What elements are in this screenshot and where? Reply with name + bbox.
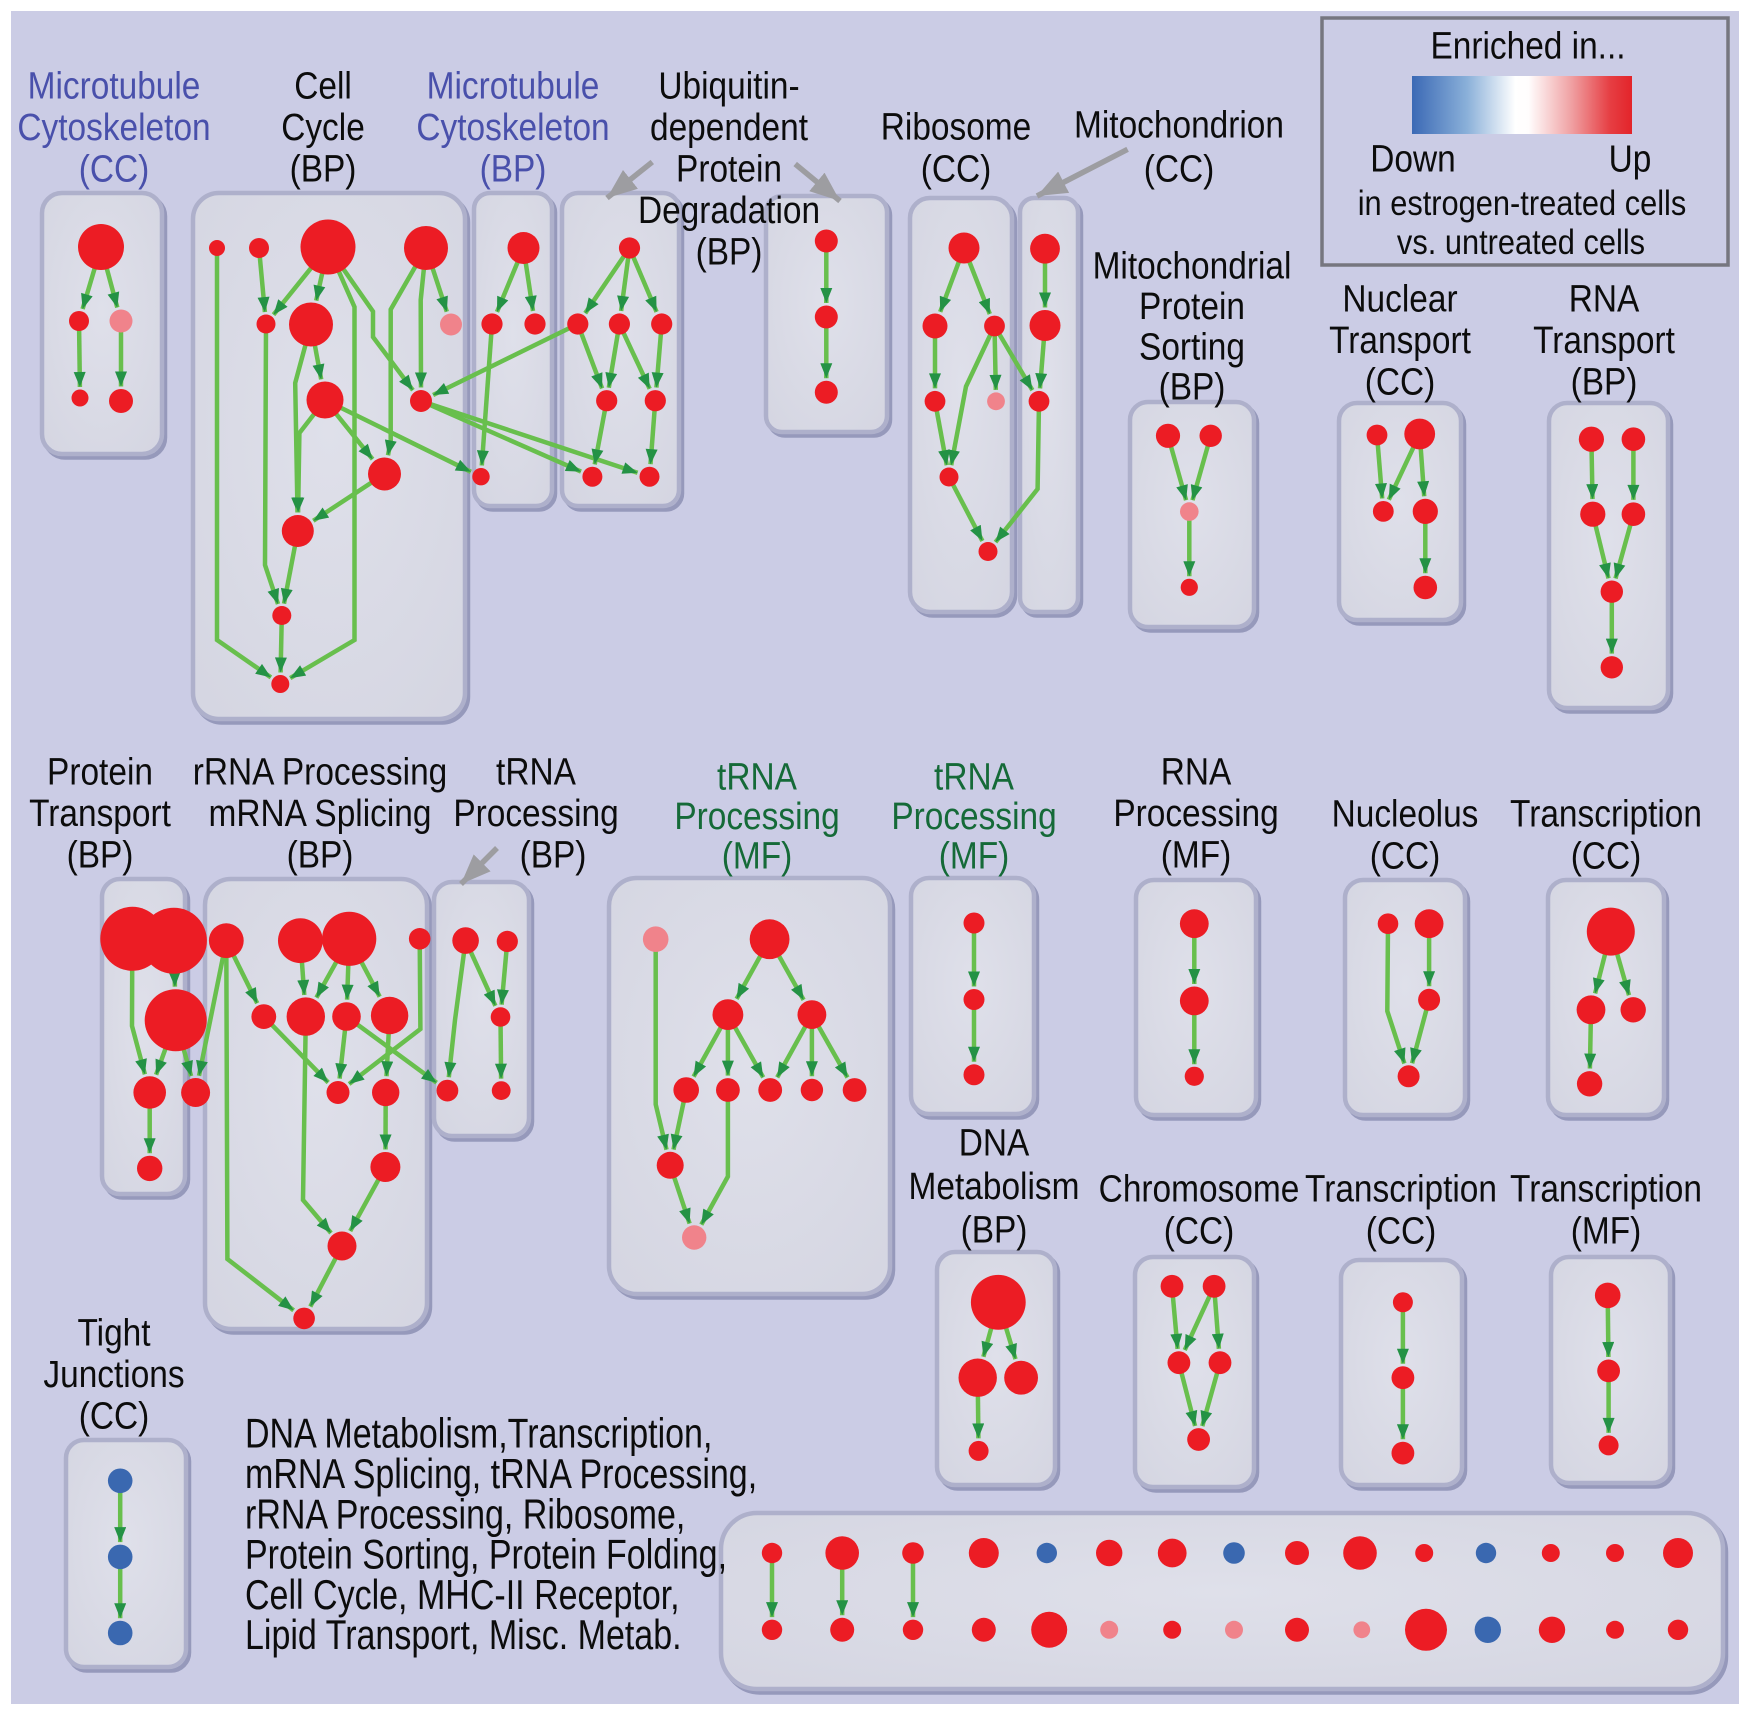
svg-text:Cycle: Cycle — [281, 106, 365, 148]
svg-text:rRNA Processing: rRNA Processing — [193, 751, 448, 793]
svg-text:Cell: Cell — [294, 65, 352, 107]
svg-text:DNA Metabolism,Transcription,: DNA Metabolism,Transcription, — [245, 1410, 712, 1457]
svg-text:Mitochondrion: Mitochondrion — [1074, 104, 1284, 146]
svg-text:Microtubule: Microtubule — [28, 65, 201, 107]
svg-text:(MF): (MF) — [939, 835, 1010, 877]
svg-text:Processing: Processing — [1113, 792, 1278, 834]
svg-text:(MF): (MF) — [722, 835, 793, 877]
svg-text:Microtubule: Microtubule — [427, 65, 600, 107]
svg-text:Degradation: Degradation — [638, 189, 820, 231]
svg-text:Protein: Protein — [676, 148, 782, 190]
svg-text:rRNA Processing, Ribosome,: rRNA Processing, Ribosome, — [245, 1491, 685, 1538]
svg-text:(MF): (MF) — [1161, 834, 1232, 876]
svg-text:Transport: Transport — [1329, 319, 1471, 361]
svg-text:(CC): (CC) — [79, 1395, 150, 1437]
svg-text:Cell Cycle, MHC-II Receptor,: Cell Cycle, MHC-II Receptor, — [245, 1572, 680, 1619]
svg-text:Transcription: Transcription — [1305, 1168, 1497, 1210]
svg-text:(BP): (BP) — [961, 1209, 1028, 1251]
svg-text:tRNA: tRNA — [934, 756, 1014, 798]
svg-text:(CC): (CC) — [1365, 361, 1436, 403]
svg-text:Transcription: Transcription — [1510, 1168, 1702, 1210]
svg-text:tRNA: tRNA — [717, 756, 797, 798]
svg-text:in estrogen-treated cells: in estrogen-treated cells — [1358, 183, 1687, 222]
svg-text:(BP): (BP) — [290, 148, 357, 190]
svg-text:Protein: Protein — [47, 751, 153, 793]
svg-text:Ubiquitin-: Ubiquitin- — [658, 65, 799, 107]
svg-text:(BP): (BP) — [696, 231, 763, 273]
svg-text:(BP): (BP) — [520, 834, 587, 876]
svg-text:(CC): (CC) — [1366, 1210, 1437, 1252]
svg-text:(BP): (BP) — [1571, 361, 1638, 403]
svg-text:Nuclear: Nuclear — [1342, 278, 1457, 320]
svg-text:Transport: Transport — [29, 792, 171, 834]
svg-text:(CC): (CC) — [1144, 148, 1215, 190]
svg-text:DNA: DNA — [959, 1122, 1030, 1164]
svg-text:(CC): (CC) — [79, 148, 150, 190]
svg-text:Lipid Transport, Misc. Metab.: Lipid Transport, Misc. Metab. — [245, 1612, 682, 1659]
svg-text:Up: Up — [1609, 138, 1652, 180]
svg-text:(BP): (BP) — [287, 834, 354, 876]
svg-text:(CC): (CC) — [1164, 1210, 1235, 1252]
svg-text:Tight: Tight — [77, 1312, 150, 1354]
svg-text:Protein: Protein — [1139, 285, 1245, 327]
svg-text:Junctions: Junctions — [43, 1353, 184, 1395]
svg-text:Sorting: Sorting — [1139, 325, 1245, 367]
svg-text:Mitochondrial: Mitochondrial — [1093, 245, 1292, 287]
svg-text:(BP): (BP) — [1159, 366, 1226, 408]
svg-text:(CC): (CC) — [921, 148, 992, 190]
svg-text:Nucleolus: Nucleolus — [1332, 793, 1479, 835]
svg-text:RNA: RNA — [1569, 278, 1640, 320]
svg-text:Metabolism: Metabolism — [909, 1165, 1080, 1207]
svg-text:vs. untreated cells: vs. untreated cells — [1397, 222, 1645, 261]
svg-text:mRNA Splicing, tRNA Processing: mRNA Splicing, tRNA Processing, — [245, 1451, 757, 1498]
svg-text:Processing: Processing — [891, 795, 1056, 837]
svg-text:Cytoskeleton: Cytoskeleton — [17, 106, 210, 148]
svg-text:tRNA: tRNA — [496, 751, 576, 793]
svg-text:Transcription: Transcription — [1510, 793, 1702, 835]
svg-text:dependent: dependent — [650, 106, 808, 148]
svg-text:(MF): (MF) — [1571, 1210, 1642, 1252]
svg-text:Cytoskeleton: Cytoskeleton — [416, 106, 609, 148]
svg-text:Ribosome: Ribosome — [881, 106, 1032, 148]
svg-text:(BP): (BP) — [67, 834, 134, 876]
svg-text:Transport: Transport — [1533, 319, 1675, 361]
svg-text:Processing: Processing — [453, 792, 618, 834]
svg-text:Enriched in...: Enriched in... — [1430, 25, 1625, 67]
svg-text:(CC): (CC) — [1571, 835, 1642, 877]
svg-text:Chromosome: Chromosome — [1099, 1168, 1300, 1210]
svg-text:Protein Sorting, Protein Foldi: Protein Sorting, Protein Folding, — [245, 1531, 727, 1578]
svg-text:(BP): (BP) — [480, 148, 547, 190]
svg-text:mRNA Splicing: mRNA Splicing — [209, 792, 432, 834]
svg-text:RNA: RNA — [1161, 751, 1232, 793]
svg-text:Down: Down — [1370, 138, 1455, 180]
svg-text:Processing: Processing — [674, 795, 839, 837]
svg-text:(CC): (CC) — [1370, 835, 1441, 877]
